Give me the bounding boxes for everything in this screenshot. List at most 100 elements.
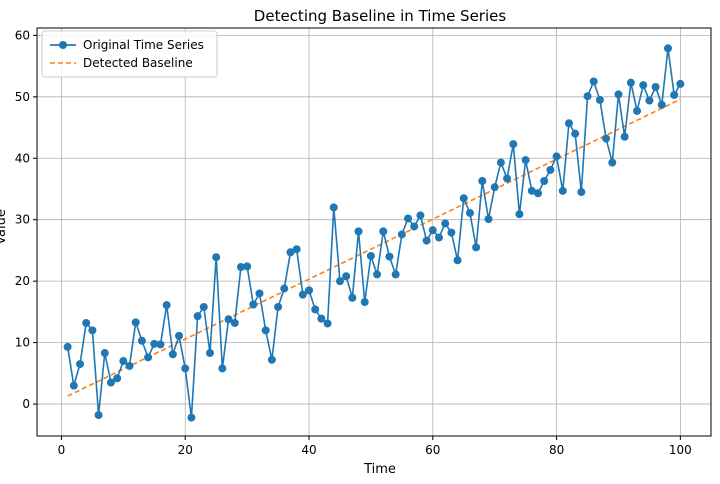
data-point (317, 314, 326, 323)
x-axis-label: Time (363, 462, 396, 477)
x-tick-label: 0 (58, 443, 66, 457)
x-tick-label: 100 (669, 443, 692, 457)
data-point (137, 336, 146, 345)
legend-box (41, 30, 218, 78)
y-tick-label: 60 (15, 28, 30, 42)
y-tick-label: 50 (15, 90, 30, 104)
data-point (335, 277, 344, 286)
data-point (106, 378, 115, 387)
data-point (255, 289, 264, 298)
data-point (168, 350, 177, 359)
data-point (608, 158, 617, 167)
data-point (212, 253, 221, 262)
data-point (144, 353, 153, 362)
data-point (323, 319, 332, 328)
series-line (66, 48, 682, 418)
data-point (410, 222, 419, 231)
data-point (360, 298, 369, 307)
data-point (503, 174, 512, 183)
data-point (558, 186, 567, 195)
data-point (422, 236, 431, 245)
grid-lines (37, 28, 711, 436)
data-point (540, 177, 549, 185)
data-point (459, 194, 468, 203)
y-tick-label: 40 (15, 151, 30, 165)
data-point (639, 81, 648, 90)
data-point (626, 78, 635, 87)
legend-series-marker (59, 41, 67, 49)
data-point (193, 312, 202, 321)
data-point (113, 374, 122, 383)
data-point (490, 183, 499, 192)
data-point (286, 248, 295, 257)
y-tick-label: 30 (15, 213, 30, 227)
data-point (484, 215, 493, 224)
data-point (150, 339, 159, 348)
baseline-series (67, 98, 681, 397)
data-point (379, 227, 388, 236)
data-point (88, 326, 97, 335)
data-point (434, 233, 443, 242)
data-point (175, 331, 184, 340)
data-point (243, 262, 252, 271)
data-point (614, 90, 623, 99)
data-point (311, 305, 320, 314)
data-point (267, 355, 276, 364)
data-point (663, 44, 672, 53)
y-axis-label: Value (0, 209, 9, 245)
data-point (156, 340, 165, 349)
plot-area-frame (36, 27, 712, 437)
data-point (366, 251, 375, 260)
data-point (224, 315, 233, 324)
data-point (633, 106, 642, 115)
data-point (571, 129, 580, 138)
data-point (465, 208, 474, 217)
data-point (651, 82, 660, 91)
baseline-line (67, 98, 681, 397)
data-point (385, 252, 394, 261)
data-point (274, 302, 283, 311)
data-point (583, 92, 592, 101)
data-point (416, 211, 425, 220)
data-point (676, 79, 685, 88)
y-tick-label: 20 (15, 274, 30, 288)
data-point (391, 270, 400, 279)
data-point (589, 77, 598, 86)
data-point (397, 230, 406, 239)
data-point (595, 95, 604, 104)
x-tick-label: 60 (425, 443, 440, 457)
data-point (342, 272, 351, 281)
data-point (305, 286, 314, 295)
data-point (509, 140, 518, 149)
data-point (162, 301, 171, 310)
data-point (94, 411, 103, 420)
data-point (69, 381, 78, 390)
data-point (230, 318, 239, 327)
legend-series-label: Original Time Series (83, 38, 204, 52)
data-point (236, 263, 245, 272)
data-point (620, 132, 629, 141)
data-point (472, 243, 481, 252)
y-axis-ticks: 0 10 20 30 40 50 60 (15, 28, 37, 411)
data-point (280, 284, 289, 293)
data-point (354, 227, 363, 236)
data-point (577, 188, 586, 197)
y-tick-label: 0 (22, 397, 30, 411)
data-point (478, 177, 487, 185)
data-point (181, 364, 190, 373)
x-tick-label: 80 (549, 443, 564, 457)
data-point (187, 413, 196, 422)
data-point (441, 219, 450, 228)
data-point (218, 364, 227, 373)
data-point (670, 90, 679, 99)
data-point (546, 165, 555, 174)
data-point (447, 228, 456, 237)
data-point (100, 349, 109, 358)
data-point (63, 342, 72, 351)
data-point (199, 302, 208, 311)
data-point (119, 357, 128, 366)
data-point (515, 210, 524, 219)
data-point (249, 300, 258, 309)
